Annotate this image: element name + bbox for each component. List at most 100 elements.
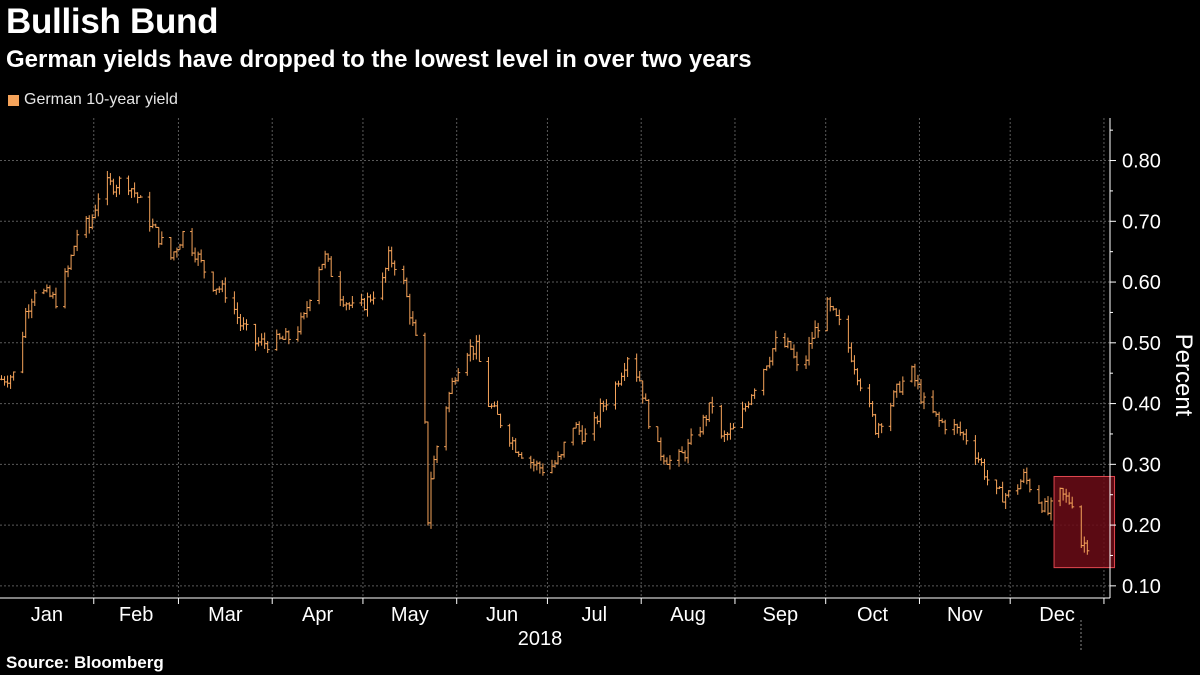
x-tick-label: Dec <box>1039 604 1075 626</box>
ohlc-bar <box>810 331 815 349</box>
ohlc-bar <box>435 445 440 464</box>
x-axis-year-label: 2018 <box>518 628 563 650</box>
chart-title: Bullish Bund <box>6 2 219 41</box>
ohlc-bar <box>849 342 854 363</box>
ohlc-bar <box>510 436 515 450</box>
ohlc-bar <box>683 450 688 462</box>
ohlc-bar <box>1006 490 1011 498</box>
ohlc-bar <box>450 377 455 395</box>
axes: 0.10 0.20 0.30 0.40 0.50 0.60 0.70 0.80 Jan Feb Ma… <box>0 118 1197 650</box>
y-tick-label: 0.80 <box>1122 151 1161 173</box>
ohlc-bar <box>138 195 143 198</box>
ohlc-bar <box>828 296 833 312</box>
ohlc-bar <box>202 259 207 279</box>
ohlc-bar <box>1018 479 1023 490</box>
ohlc-bar <box>900 376 905 396</box>
ohlc-bar <box>740 401 745 429</box>
ohlc-bar <box>383 267 388 283</box>
ohlc-bar <box>244 319 249 331</box>
ohlc-bar <box>1015 484 1020 495</box>
ohlc-bar <box>401 265 406 285</box>
ohlc-bar <box>371 291 376 305</box>
ohlc-bar <box>190 228 195 257</box>
ohlc-bar <box>873 413 878 435</box>
ohlc-bar <box>486 357 491 407</box>
ohlc-bar <box>84 216 89 238</box>
ohlc-bar <box>816 322 821 338</box>
ohlc-bar <box>689 428 694 445</box>
y-tick-label: 0.70 <box>1122 211 1161 233</box>
x-tick-label: May <box>391 604 429 626</box>
ohlc-bar <box>69 254 74 270</box>
x-tick-label: Nov <box>947 604 983 626</box>
ohlc-bar <box>2 376 7 386</box>
ohlc-bar <box>680 446 685 454</box>
ohlc-bar <box>156 226 161 248</box>
y-tick-label: 0.20 <box>1122 515 1161 537</box>
ohlc-bar <box>253 323 258 351</box>
grid-lines <box>0 118 1110 598</box>
ohlc-series <box>0 170 1090 555</box>
ohlc-bar <box>32 289 37 307</box>
ohlc-bar <box>728 422 733 440</box>
ohlc-bar <box>661 454 666 465</box>
ohlc-bar <box>852 355 857 375</box>
ohlc-bar <box>1042 498 1047 513</box>
ohlc-bar <box>931 390 936 414</box>
ohlc-bar <box>964 429 969 445</box>
ohlc-bar <box>410 311 415 327</box>
ohlc-bar <box>422 332 427 424</box>
ohlc-bar <box>44 284 49 293</box>
ohlc-bar <box>743 403 748 412</box>
ohlc-bar <box>11 371 16 381</box>
ohlc-bar <box>577 421 582 435</box>
ohlc-bar <box>831 305 836 311</box>
x-tick-label: Apr <box>302 604 333 626</box>
ohlc-bar <box>773 330 778 352</box>
ohlc-bar <box>159 231 164 245</box>
ohlc-bar <box>519 452 524 459</box>
ohlc-bar <box>265 340 270 354</box>
ohlc-bar <box>392 260 397 276</box>
ohlc-bar <box>326 253 331 262</box>
ohlc-bar <box>891 390 896 407</box>
ohlc-bar <box>217 286 222 294</box>
ohlc-bar <box>380 272 385 301</box>
ohlc-bar <box>41 288 46 295</box>
ohlc-bar <box>286 330 291 345</box>
ohlc-bar <box>643 393 648 401</box>
ohlc-bar <box>534 460 539 471</box>
x-tick-label: Jan <box>31 604 63 626</box>
ohlc-bar <box>686 438 691 464</box>
x-tick-label: Jul <box>582 604 608 626</box>
ohlc-bar <box>274 329 279 351</box>
ohlc-bar <box>368 294 373 303</box>
ohlc-bar <box>126 175 131 196</box>
ohlc-bar <box>66 265 71 278</box>
ohlc-bar <box>704 415 709 427</box>
x-tick-label: Sep <box>763 604 799 626</box>
x-tick-label: Feb <box>119 604 153 626</box>
ohlc-bar <box>105 170 110 206</box>
ohlc-bar <box>1027 478 1032 493</box>
ohlc-bar <box>640 380 645 404</box>
ohlc-bar <box>1049 497 1054 521</box>
ohlc-bar <box>168 237 173 260</box>
y-tick-label: 0.10 <box>1122 576 1161 598</box>
ohlc-bar <box>513 438 518 453</box>
ohlc-bar <box>96 193 101 217</box>
ohlc-bar <box>304 301 309 318</box>
ohlc-bar <box>174 247 179 258</box>
ohlc-bar <box>540 463 545 476</box>
ohlc-bar <box>583 428 588 442</box>
ohlc-bar <box>114 184 119 198</box>
ohlc-bar <box>937 411 942 427</box>
ohlc-bar <box>731 423 736 430</box>
ohlc-bar <box>855 368 860 386</box>
y-tick-label: 0.30 <box>1122 454 1161 476</box>
chart-subtitle: German yields have dropped to the lowest… <box>6 46 752 73</box>
legend-label: German 10-year yield <box>24 91 178 108</box>
ohlc-bar <box>912 363 917 387</box>
ohlc-bar <box>667 455 672 470</box>
